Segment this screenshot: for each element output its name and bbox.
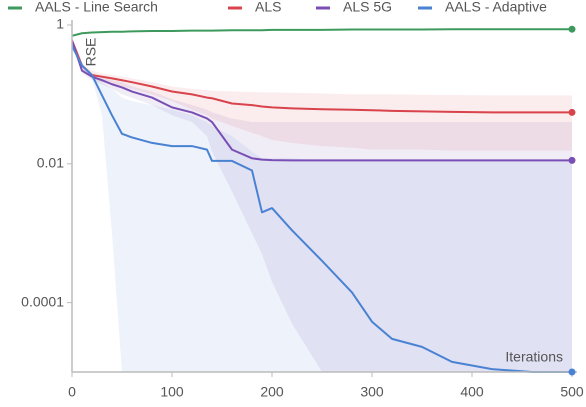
x-tick-label: 100 bbox=[160, 384, 184, 400]
end-marker bbox=[568, 108, 576, 116]
series-line bbox=[72, 40, 572, 162]
x-tick-label: 500 bbox=[560, 384, 584, 400]
end-marker bbox=[568, 25, 576, 33]
bands bbox=[72, 40, 572, 373]
x-tick-label: 0 bbox=[68, 384, 76, 400]
y-axis-label: RSE bbox=[83, 38, 99, 67]
confidence-band bbox=[72, 40, 572, 373]
series-line bbox=[72, 45, 572, 373]
legend-label: AALS - Adaptive bbox=[445, 0, 547, 15]
confidence-band bbox=[72, 40, 572, 151]
y-tick-label: 1 bbox=[56, 16, 64, 32]
end-marker bbox=[568, 368, 576, 376]
x-tick-label: 400 bbox=[460, 384, 484, 400]
x-tick-label: 200 bbox=[260, 384, 284, 400]
confidence-band bbox=[72, 45, 572, 373]
y-tick-label: 0.01 bbox=[37, 155, 64, 171]
series-line bbox=[72, 28, 572, 37]
x-tick-label: 300 bbox=[360, 384, 384, 400]
legend-label: AALS - Line Search bbox=[35, 0, 158, 15]
end-marker bbox=[568, 156, 576, 164]
y-tick-label: 0.0001 bbox=[21, 293, 64, 309]
legend-label: ALS bbox=[255, 0, 281, 15]
lines bbox=[72, 28, 572, 373]
series-line bbox=[72, 40, 572, 114]
legend-label: ALS 5G bbox=[343, 0, 392, 15]
x-axis-label: Iterations bbox=[505, 349, 563, 365]
